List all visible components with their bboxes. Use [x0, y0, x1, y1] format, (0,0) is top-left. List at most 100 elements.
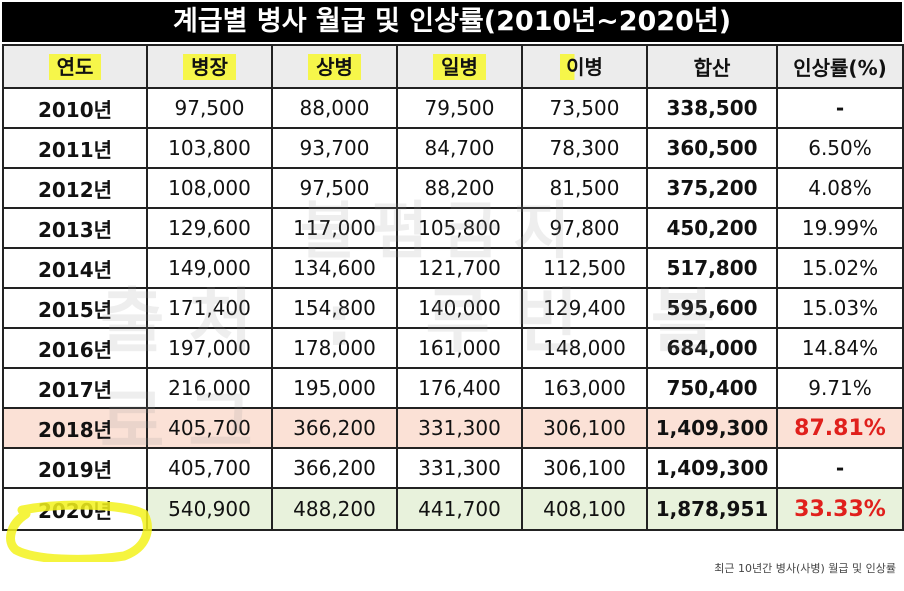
header-year: 연도: [2, 44, 148, 89]
cell-rate: 14.84%: [776, 327, 904, 369]
cell-total: 595,600: [646, 287, 778, 329]
header-row: 연도 병장 상병 일병 이병 합산 인상률(%): [2, 44, 904, 89]
cell-private: 129,400: [521, 287, 648, 329]
cell-year: 2013년: [2, 207, 148, 249]
cell-sergeant: 405,700: [146, 447, 273, 489]
cell-sergeant: 171,400: [146, 287, 273, 329]
cell-year: 2016년: [2, 327, 148, 369]
cell-rate: 19.99%: [776, 207, 904, 249]
cell-sergeant: 129,600: [146, 207, 273, 249]
cell-private: 81,500: [521, 167, 648, 209]
salary-table: 연도 병장 상병 일병 이병 합산 인상률(%) 2010년 97,500 88…: [2, 44, 904, 531]
cell-year: 2019년: [2, 447, 148, 489]
table-row-2020: 2020년 540,900 488,200 441,700 408,100 1,…: [2, 487, 904, 531]
cell-year: 2018년: [2, 407, 148, 449]
cell-year: 2010년: [2, 87, 148, 129]
cell-private: 306,100: [521, 407, 648, 449]
cell-total: 517,800: [646, 247, 778, 289]
cell-year: 2014년: [2, 247, 148, 289]
cell-pfc: 331,300: [396, 407, 523, 449]
cell-sergeant: 405,700: [146, 407, 273, 449]
cell-pfc: 88,200: [396, 167, 523, 209]
table-row-2018: 2018년 405,700 366,200 331,300 306,100 1,…: [2, 407, 904, 449]
cell-pfc: 84,700: [396, 127, 523, 169]
cell-total: 360,500: [646, 127, 778, 169]
header-sergeant: 병장: [146, 44, 273, 89]
cell-total: 684,000: [646, 327, 778, 369]
cell-corporal: 93,700: [271, 127, 398, 169]
cell-private: 163,000: [521, 367, 648, 409]
cell-rate: -: [776, 87, 904, 129]
cell-corporal: 97,500: [271, 167, 398, 209]
cell-sergeant: 197,000: [146, 327, 273, 369]
cell-pfc: 79,500: [396, 87, 523, 129]
cell-corporal: 195,000: [271, 367, 398, 409]
table-row: 2010년 97,500 88,000 79,500 73,500 338,50…: [2, 87, 904, 129]
header-pfc: 일병: [396, 44, 523, 89]
cell-year: 2012년: [2, 167, 148, 209]
cell-pfc: 441,700: [396, 487, 523, 531]
table-row: 2012년 108,000 97,500 88,200 81,500 375,2…: [2, 167, 904, 209]
cell-total: 450,200: [646, 207, 778, 249]
cell-corporal: 366,200: [271, 447, 398, 489]
cell-total: 1,878,951: [646, 487, 778, 531]
cell-corporal: 366,200: [271, 407, 398, 449]
cell-year: 2020년: [2, 487, 148, 531]
cell-rate: 33.33%: [776, 487, 904, 531]
cell-pfc: 176,400: [396, 367, 523, 409]
header-private: 이병: [521, 44, 648, 89]
cell-total: 375,200: [646, 167, 778, 209]
table-row: 2011년 103,800 93,700 84,700 78,300 360,5…: [2, 127, 904, 169]
cell-rate: 15.02%: [776, 247, 904, 289]
cell-pfc: 161,000: [396, 327, 523, 369]
cell-pfc: 331,300: [396, 447, 523, 489]
cell-corporal: 134,600: [271, 247, 398, 289]
cell-private: 408,100: [521, 487, 648, 531]
cell-year: 2015년: [2, 287, 148, 329]
cell-corporal: 117,000: [271, 207, 398, 249]
table-row: 2016년 197,000 178,000 161,000 148,000 68…: [2, 327, 904, 369]
cell-rate: 9.71%: [776, 367, 904, 409]
image-caption: 최근 10년간 병사(사병) 월급 및 인상률: [714, 562, 896, 575]
table-row: 2015년 171,400 154,800 140,000 129,400 59…: [2, 287, 904, 329]
cell-total: 750,400: [646, 367, 778, 409]
cell-rate: 6.50%: [776, 127, 904, 169]
cell-sergeant: 97,500: [146, 87, 273, 129]
cell-private: 306,100: [521, 447, 648, 489]
cell-private: 148,000: [521, 327, 648, 369]
cell-rate: -: [776, 447, 904, 489]
cell-corporal: 178,000: [271, 327, 398, 369]
cell-rate: 87.81%: [776, 407, 904, 449]
cell-sergeant: 216,000: [146, 367, 273, 409]
cell-sergeant: 103,800: [146, 127, 273, 169]
table-row: 2014년 149,000 134,600 121,700 112,500 51…: [2, 247, 904, 289]
header-corporal: 상병: [271, 44, 398, 89]
cell-sergeant: 108,000: [146, 167, 273, 209]
cell-year: 2017년: [2, 367, 148, 409]
cell-private: 112,500: [521, 247, 648, 289]
cell-pfc: 105,800: [396, 207, 523, 249]
cell-sergeant: 540,900: [146, 487, 273, 531]
cell-sergeant: 149,000: [146, 247, 273, 289]
cell-total: 338,500: [646, 87, 778, 129]
cell-rate: 15.03%: [776, 287, 904, 329]
cell-year: 2011년: [2, 127, 148, 169]
cell-pfc: 140,000: [396, 287, 523, 329]
cell-corporal: 88,000: [271, 87, 398, 129]
cell-corporal: 488,200: [271, 487, 398, 531]
cell-private: 97,800: [521, 207, 648, 249]
table-row: 2019년 405,700 366,200 331,300 306,100 1,…: [2, 447, 904, 489]
table-row: 2013년 129,600 117,000 105,800 97,800 450…: [2, 207, 904, 249]
cell-total: 1,409,300: [646, 407, 778, 449]
table-row: 2017년 216,000 195,000 176,400 163,000 75…: [2, 367, 904, 409]
header-total: 합산: [646, 44, 778, 89]
cell-pfc: 121,700: [396, 247, 523, 289]
cell-rate: 4.08%: [776, 167, 904, 209]
cell-private: 78,300: [521, 127, 648, 169]
cell-total: 1,409,300: [646, 447, 778, 489]
cell-private: 73,500: [521, 87, 648, 129]
header-rate: 인상률(%): [776, 44, 904, 89]
cell-corporal: 154,800: [271, 287, 398, 329]
table-title: 계급별 병사 월급 및 인상률(2010년~2020년): [2, 2, 902, 42]
